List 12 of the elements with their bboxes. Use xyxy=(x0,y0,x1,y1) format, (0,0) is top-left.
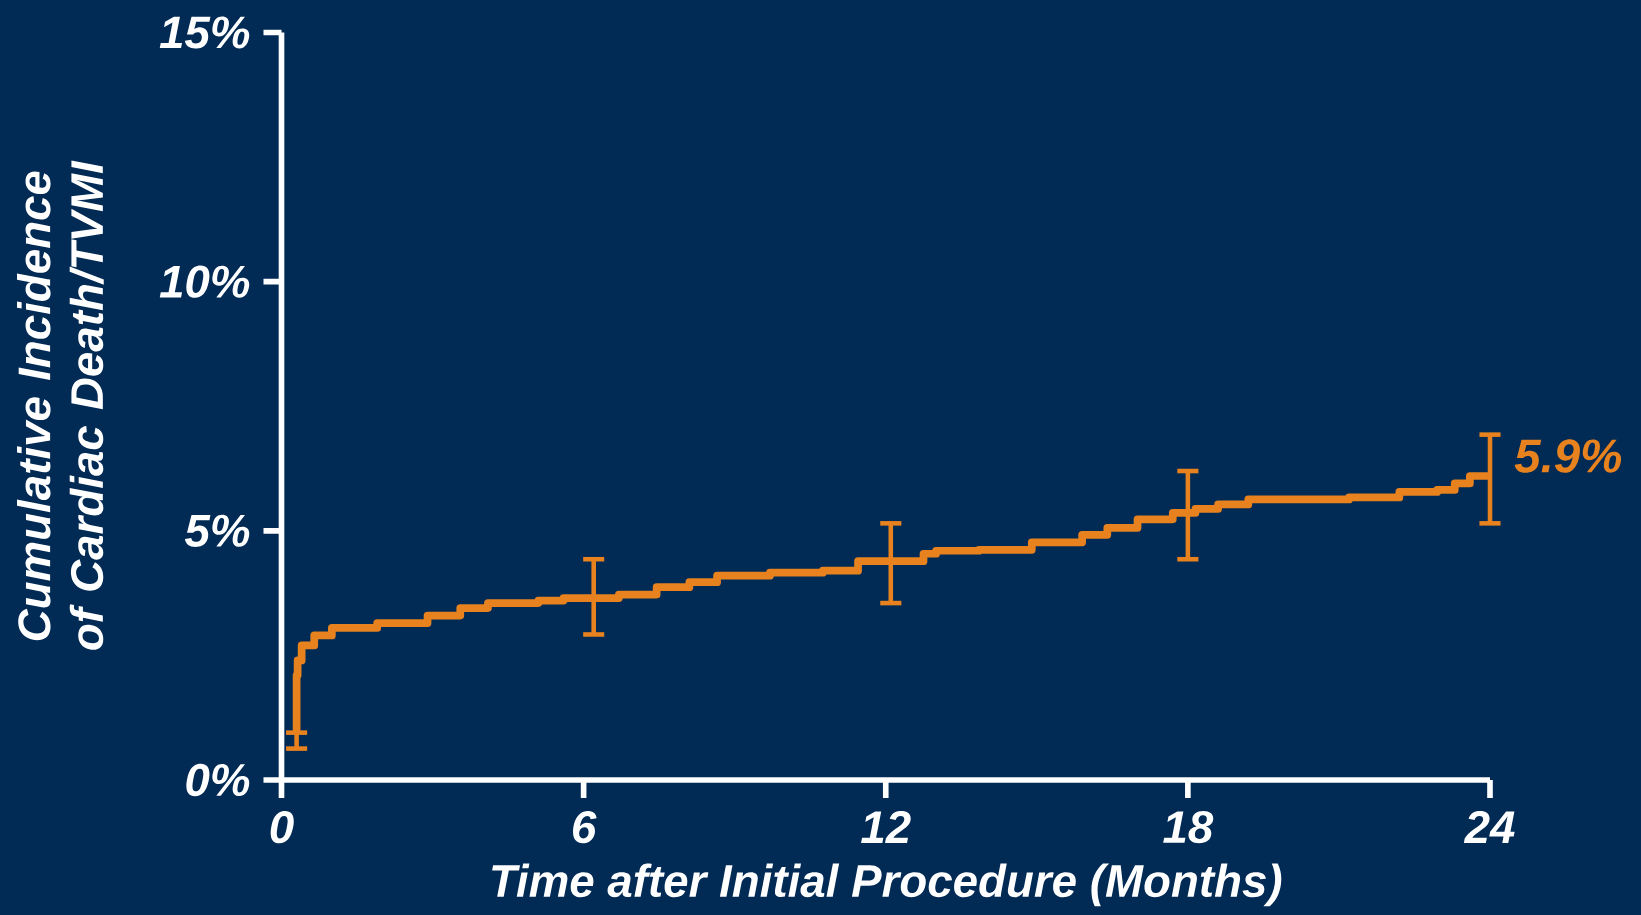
x-tick-label: 24 xyxy=(1463,810,1515,843)
x-tick-label: 12 xyxy=(861,810,911,843)
x-tick-label: 18 xyxy=(1163,811,1214,844)
y-tick-label: 5% xyxy=(184,514,250,547)
y-tick-label: 0% xyxy=(186,763,250,797)
y-tick-label: 15% xyxy=(159,16,250,49)
annotation: 5.9% xyxy=(1514,439,1622,473)
y-tick-label: 10% xyxy=(159,265,250,298)
x-axis-title: Time after Initial Procedure (Months) xyxy=(492,863,1282,907)
y-axis-title: Cumulative Incidence of Cardiac Death/TVMI xyxy=(16,160,104,650)
x-tick-label: 6 xyxy=(573,810,597,844)
x-tick-label: 0 xyxy=(270,810,294,844)
